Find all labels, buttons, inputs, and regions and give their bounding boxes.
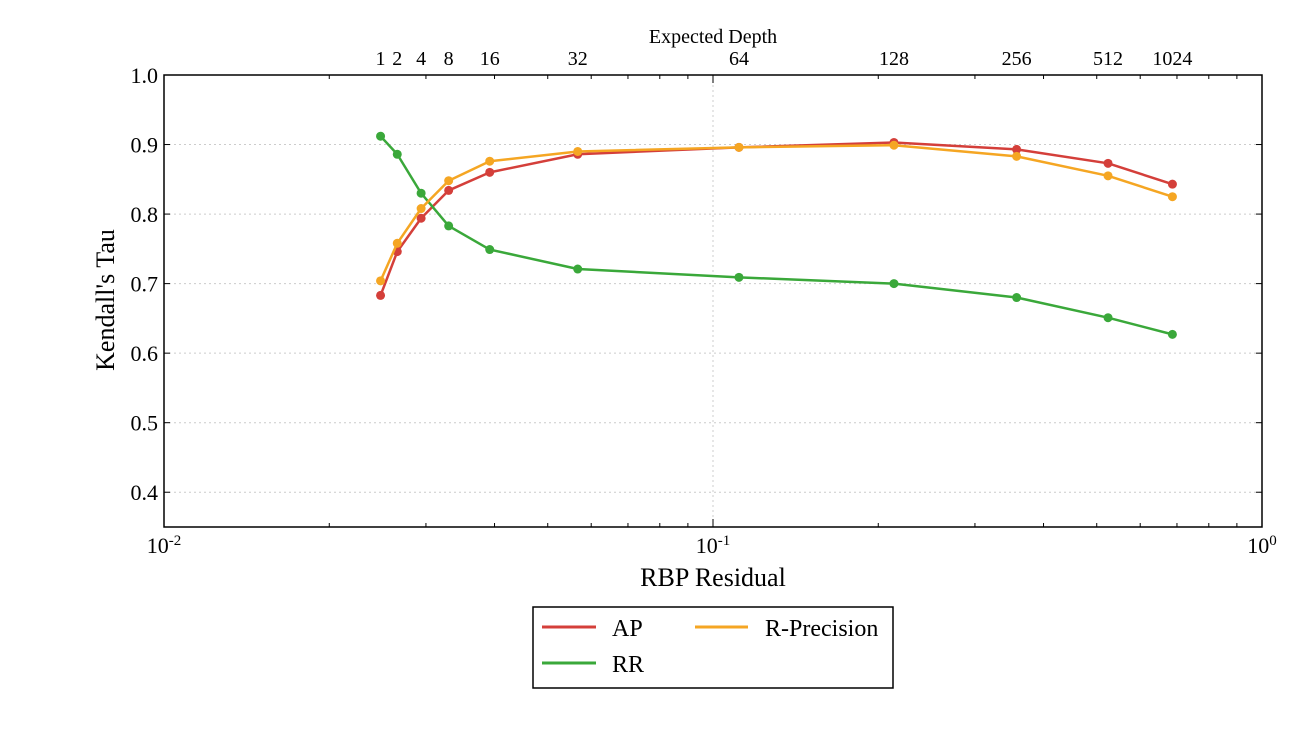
depth-tick-label: 2 xyxy=(392,48,402,70)
axes: 0.4 0.5 0.6 0.7 0.8 0.9 1.0 10-2 10-1 100 1 2 4 8 16 32… xyxy=(131,48,1277,558)
depth-tick-label: 128 xyxy=(879,48,909,70)
legend: AP R-Precision RR xyxy=(532,606,894,689)
depth-tick-label: 8 xyxy=(444,48,454,70)
data-point-rr xyxy=(573,264,583,274)
data-point-r-precision xyxy=(734,142,744,152)
data-point-rr xyxy=(376,131,386,141)
data-point-r-precision xyxy=(1012,151,1022,161)
data-point-rr xyxy=(889,279,899,289)
depth-tick-label: 16 xyxy=(480,48,500,70)
depth-tick-label: 32 xyxy=(568,48,588,70)
data-point-r-precision xyxy=(1167,192,1177,202)
data-point-ap xyxy=(416,213,426,223)
y-tick-label: 0.9 xyxy=(131,133,159,158)
data-point-rr xyxy=(416,188,426,198)
data-point-ap xyxy=(485,167,495,177)
plot-series xyxy=(376,131,1177,339)
y-tick-label: 0.8 xyxy=(131,202,159,227)
depth-tick-label: 512 xyxy=(1093,48,1123,70)
data-point-rr xyxy=(1103,313,1113,323)
data-point-rr xyxy=(485,245,495,255)
y-tick-label: 1.0 xyxy=(131,63,159,88)
legend-box xyxy=(532,606,894,689)
data-point-rr xyxy=(1167,329,1177,339)
data-point-rr xyxy=(734,272,744,282)
data-point-rr xyxy=(444,221,454,231)
data-point-r-precision xyxy=(392,238,402,248)
data-point-r-precision xyxy=(376,276,386,286)
legend-label-rr: RR xyxy=(612,652,644,678)
depth-tick-label: 1 xyxy=(376,48,386,70)
x-axis-label: RBP Residual xyxy=(640,563,786,592)
data-point-rr xyxy=(1012,293,1022,303)
y-tick-label: 0.6 xyxy=(131,341,159,366)
axis-labels: Expected Depth RBP Residual Kendall's Ta… xyxy=(91,26,786,592)
depth-tick-label: 4 xyxy=(416,48,426,70)
data-point-ap xyxy=(1167,179,1177,189)
x-tick-label: 10-2 xyxy=(147,533,182,558)
data-point-ap xyxy=(376,290,386,300)
y-tick-label: 0.5 xyxy=(131,411,159,436)
y-axis-label: Kendall's Tau xyxy=(91,229,120,371)
y-tick-label: 0.7 xyxy=(131,272,159,297)
depth-tick-label: 256 xyxy=(1002,48,1032,70)
y-tick-label: 0.4 xyxy=(131,480,159,505)
data-point-r-precision xyxy=(485,156,495,166)
x2-axis-label: Expected Depth xyxy=(649,26,777,48)
depth-tick-label: 64 xyxy=(729,48,749,70)
data-point-r-precision xyxy=(573,146,583,156)
series-line-rr xyxy=(379,135,1173,336)
x-tick-label: 10-1 xyxy=(696,533,731,558)
data-point-r-precision xyxy=(889,140,899,150)
data-point-ap xyxy=(444,185,454,195)
plot-frame xyxy=(163,74,1263,528)
data-point-r-precision xyxy=(1103,171,1113,181)
data-point-ap xyxy=(1012,144,1022,154)
series-line-r-precision xyxy=(379,143,1173,282)
data-point-ap xyxy=(1103,158,1113,168)
legend-label-r-precision: R-Precision xyxy=(765,616,878,642)
x-tick-label: 100 xyxy=(1247,533,1277,558)
legend-label-ap: AP xyxy=(612,616,643,642)
data-point-r-precision xyxy=(416,204,426,214)
data-point-r-precision xyxy=(444,176,454,186)
grid-lines xyxy=(163,74,1263,527)
data-point-rr xyxy=(392,149,402,159)
depth-tick-label: 1024 xyxy=(1152,48,1192,70)
